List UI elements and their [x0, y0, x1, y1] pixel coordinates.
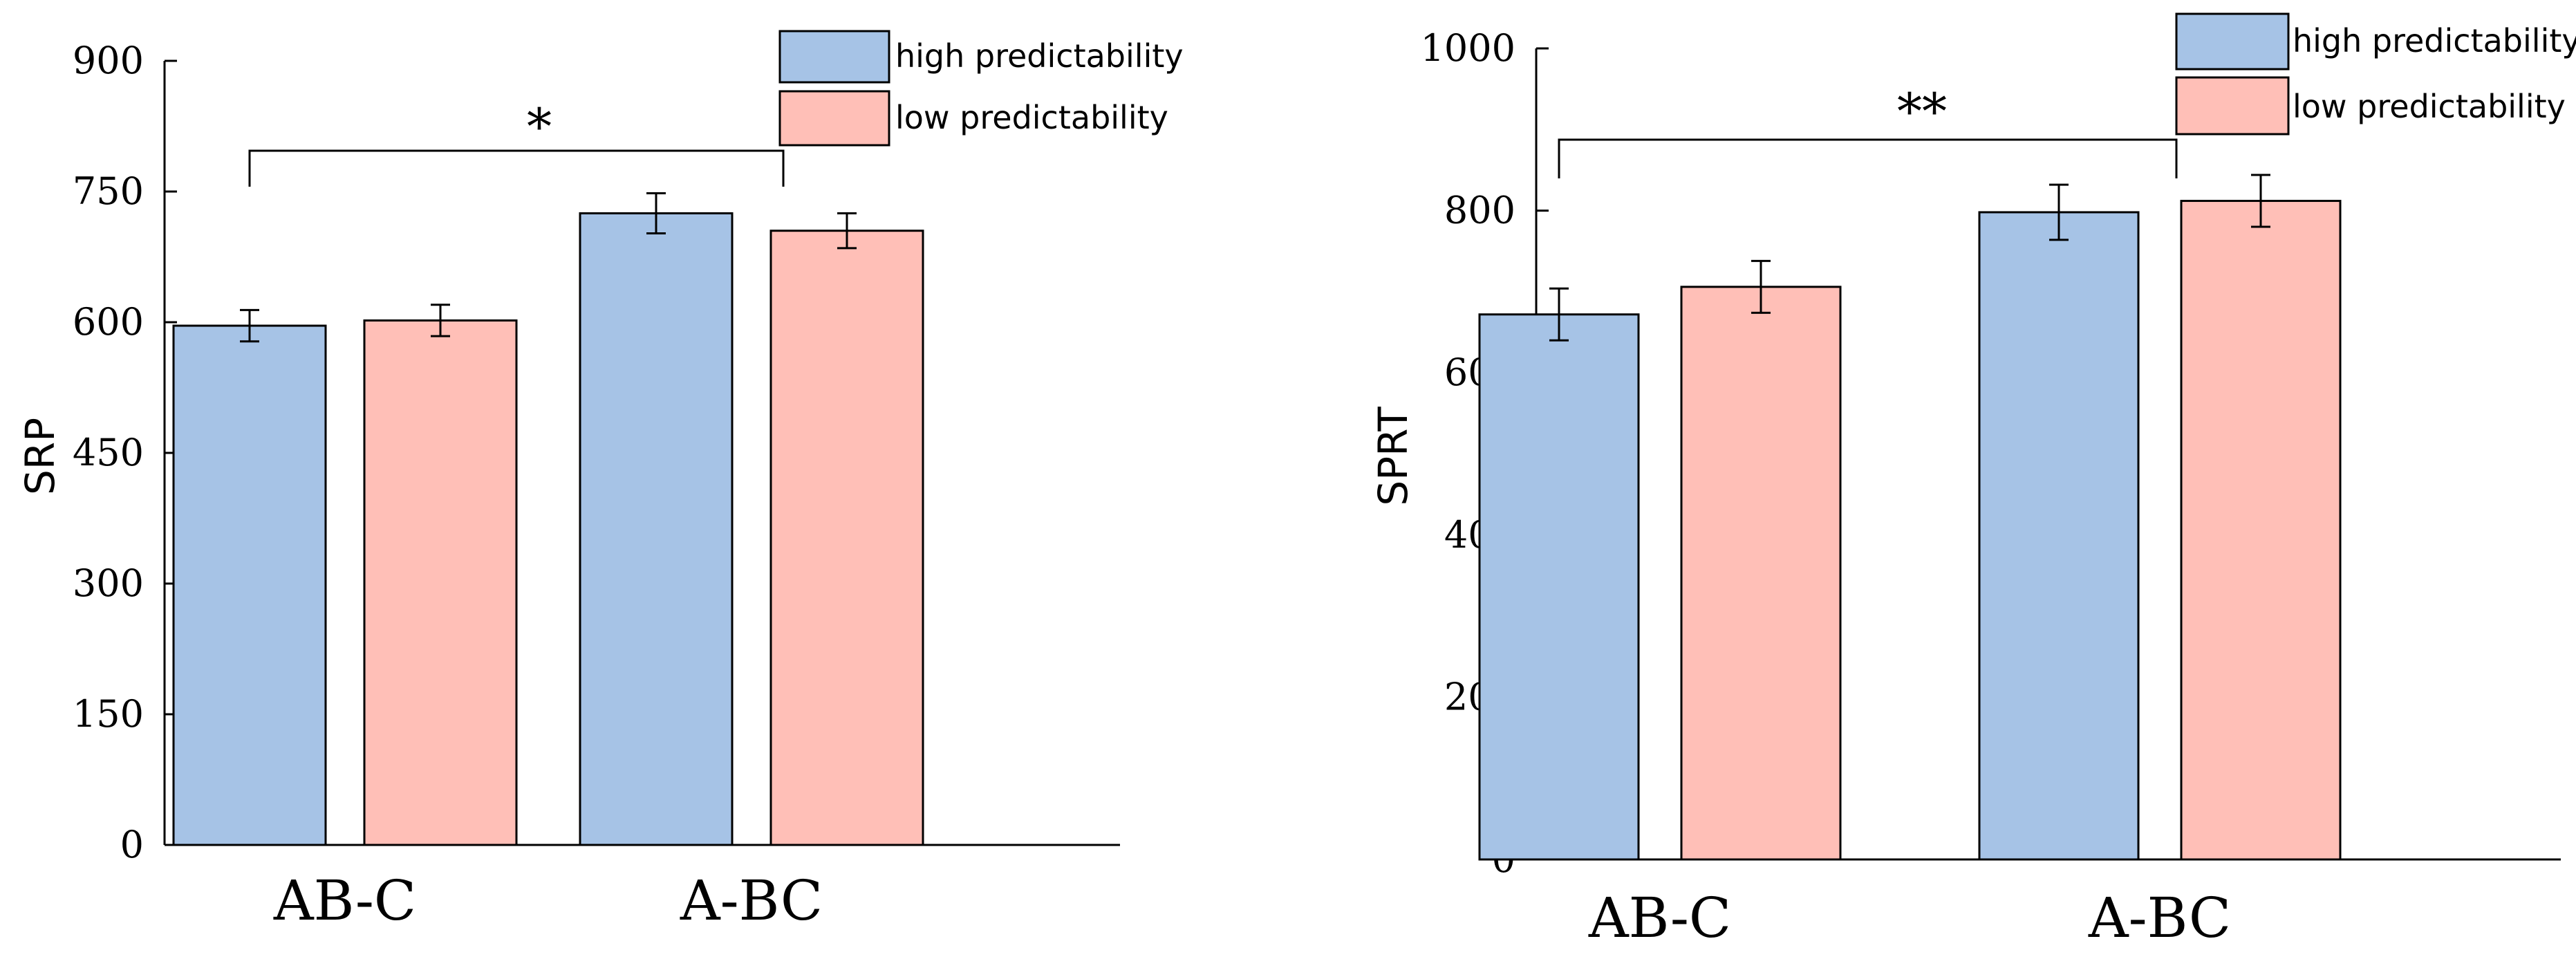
y-tick-label: 150 — [73, 692, 144, 736]
bar-low-a-bc — [2180, 200, 2342, 861]
significance-bracket — [1558, 138, 2178, 178]
legend-swatch-high — [778, 30, 890, 84]
significance-bracket — [248, 149, 785, 187]
y-tick-label: 450 — [73, 431, 144, 474]
y-tick-label: 800 — [1444, 189, 1515, 232]
bar-low-a-bc — [769, 230, 924, 846]
x-tick-label-a-bc: A-BC — [680, 868, 823, 933]
y-ticks: 0 150 300 450 600 750 900 — [73, 39, 144, 866]
x-ticks: AB-C A-BC — [1588, 886, 2231, 950]
x-ticks: AB-C A-BC — [273, 868, 823, 933]
significance-marker: * — [527, 97, 552, 156]
y-tick-label: 900 — [73, 39, 144, 82]
y-tick-label: 1000 — [1421, 26, 1515, 70]
chart-sprt: SPRT 0 200 400 600 800 1000 AB-C A-BC hi… — [1370, 12, 2576, 950]
y-tick-label: 0 — [120, 823, 144, 866]
significance-marker: ** — [1897, 82, 1947, 140]
legend-label-low: low predictability — [2293, 88, 2566, 125]
legend: high predictability low predictability — [2175, 12, 2576, 136]
bar-high-a-bc — [579, 212, 734, 846]
x-tick-label-ab-c: AB-C — [273, 868, 416, 933]
y-axis-label: SPRT — [1370, 407, 1417, 506]
chart-srp: SRP 0 150 300 450 600 750 900 AB-C A-BC … — [17, 30, 1184, 933]
bar-high-ab-c — [172, 324, 327, 846]
y-tick-label: 300 — [73, 561, 144, 605]
bar-high-a-bc — [1978, 211, 2140, 861]
legend-label-high: high predictability — [895, 37, 1184, 75]
bar-high-ab-c — [1478, 313, 1640, 861]
bar-low-ab-c — [1680, 286, 1842, 861]
legend: high predictability low predictability — [778, 30, 1184, 147]
x-tick-label-a-bc: A-BC — [2088, 886, 2231, 950]
legend-swatch-low — [2175, 76, 2290, 136]
legend-swatch-low — [778, 90, 890, 147]
y-axis-label: SRP — [17, 418, 64, 495]
legend-swatch-high — [2175, 12, 2290, 71]
legend-label-high: high predictability — [2293, 22, 2576, 59]
x-tick-label-ab-c: AB-C — [1588, 886, 1731, 950]
bar-low-ab-c — [363, 319, 518, 846]
legend-label-low: low predictability — [895, 99, 1168, 136]
y-tick-label: 600 — [73, 300, 144, 344]
y-tick-label: 750 — [73, 169, 144, 213]
